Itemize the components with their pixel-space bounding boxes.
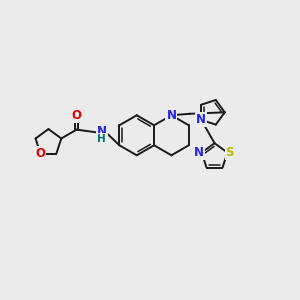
Text: N: N: [167, 109, 176, 122]
Text: O: O: [72, 109, 82, 122]
Text: N: N: [196, 113, 206, 126]
Text: H: H: [97, 134, 106, 144]
Text: N: N: [97, 125, 106, 139]
Text: N: N: [194, 146, 204, 159]
Text: S: S: [226, 146, 234, 159]
Text: O: O: [35, 147, 46, 160]
